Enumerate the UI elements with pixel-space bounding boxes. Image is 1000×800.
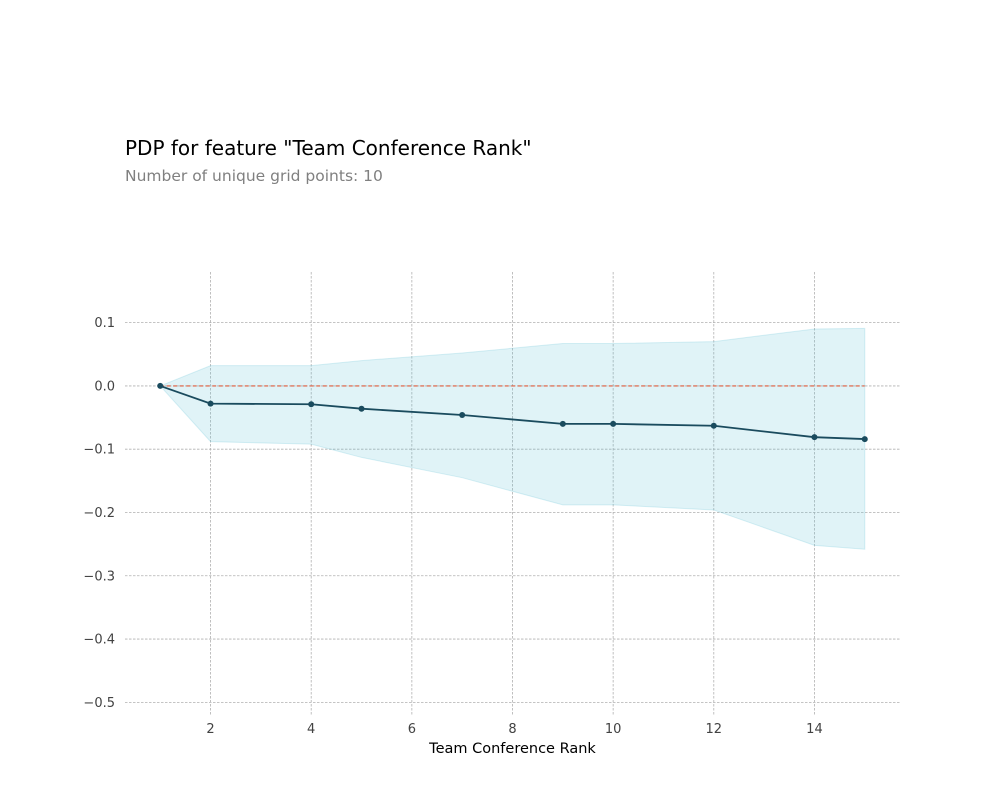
- chart-subtitle: Number of unique grid points: 10: [125, 167, 383, 185]
- x-tick-label: 10: [605, 722, 622, 737]
- data-point: [157, 382, 164, 389]
- pdp-series: [157, 382, 868, 443]
- data-point: [459, 412, 466, 419]
- y-tick-label: −0.3: [83, 569, 115, 584]
- data-point: [559, 420, 566, 427]
- y-tick-label: −0.5: [83, 696, 115, 711]
- x-tick-label: 14: [806, 722, 823, 737]
- x-tick-label: 8: [508, 722, 516, 737]
- data-point: [861, 436, 868, 443]
- x-tick-label: 2: [206, 722, 214, 737]
- y-tick-label: −0.2: [83, 506, 115, 521]
- y-tick-label: −0.1: [83, 443, 115, 458]
- y-tick-label: 0.1: [94, 316, 115, 331]
- data-point: [207, 400, 214, 407]
- data-point: [710, 422, 717, 429]
- x-tick-label: 4: [307, 722, 315, 737]
- tick-labels: 2 4 6 8 10 12 14 0.1 0.0 −0.1 −0.2 −0.3 −0.4 −0.5: [83, 316, 822, 737]
- data-point: [610, 420, 617, 427]
- y-tick-label: 0.0: [94, 379, 115, 394]
- data-point: [308, 401, 315, 408]
- y-tick-label: −0.4: [83, 633, 115, 648]
- x-tick-label: 6: [408, 722, 416, 737]
- data-point: [358, 405, 365, 412]
- x-axis-label: Team Conference Rank: [428, 741, 596, 757]
- chart-title: PDP for feature "Team Conference Rank": [125, 136, 532, 160]
- data-point: [811, 434, 818, 441]
- x-tick-label: 12: [706, 722, 723, 737]
- series-line: [159, 385, 865, 440]
